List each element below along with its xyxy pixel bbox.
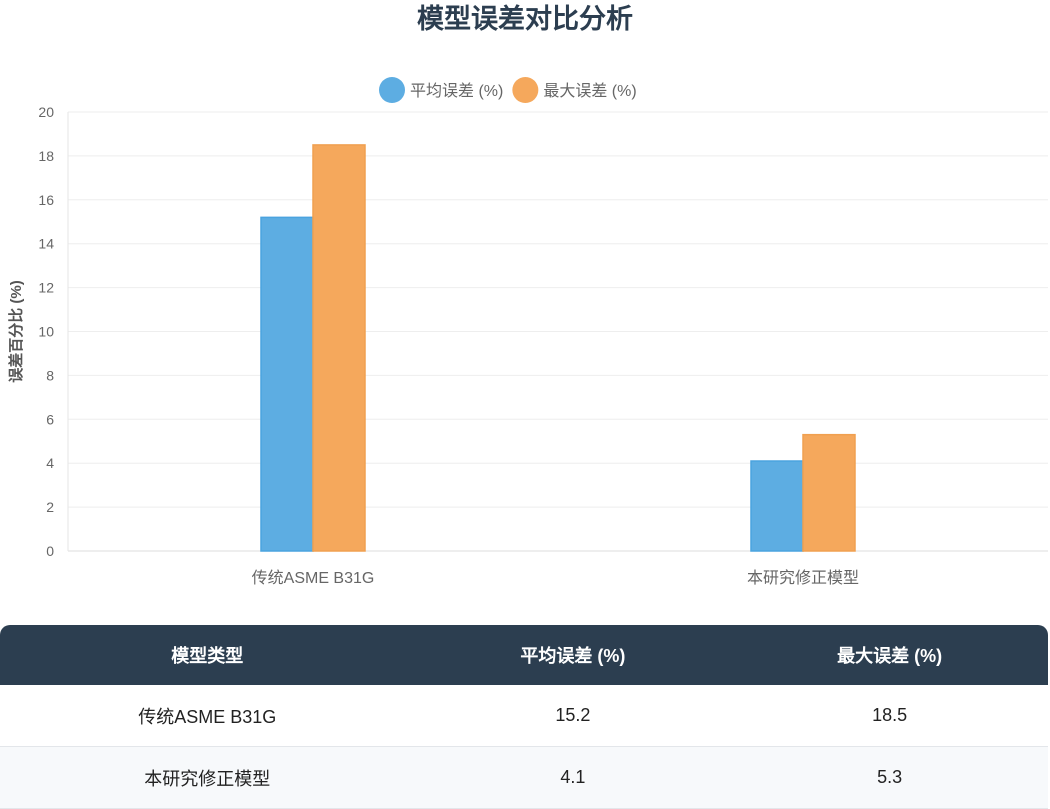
y-tick-label: 4: [46, 455, 54, 471]
y-tick-label: 14: [38, 236, 54, 252]
table-cell: 传统ASME B31G: [0, 685, 415, 747]
bar-max: [312, 144, 366, 552]
y-tick-label: 18: [38, 148, 54, 164]
x-tick-label: 传统ASME B31G: [252, 569, 375, 587]
table-cell: 15.2: [414, 685, 732, 747]
table-row: 传统ASME B31G 15.2 18.5: [0, 685, 1048, 747]
chart-title: 模型误差对比分析: [417, 4, 633, 34]
x-tick-label: 本研究修正模型: [747, 569, 859, 587]
y-tick-label: 12: [38, 280, 54, 296]
y-tick-label: 8: [46, 367, 54, 383]
table-cell: 18.5: [731, 685, 1048, 747]
y-tick-label: 0: [46, 543, 54, 559]
table-cell: 4.1: [414, 746, 732, 809]
legend-swatch: [512, 77, 539, 103]
table-cell: 本研究修正模型: [0, 746, 415, 809]
y-tick-label: 16: [38, 192, 54, 208]
bar-max: [802, 433, 856, 552]
table-header: 平均误差 (%): [414, 625, 732, 685]
y-tick-label: 6: [46, 411, 54, 427]
y-tick-label: 20: [38, 104, 54, 120]
y-axis-label: 误差百分比 (%): [7, 280, 25, 383]
y-tick-label: 2: [46, 499, 54, 515]
table-cell: 5.3: [731, 746, 1048, 809]
y-tick-label: 10: [38, 324, 54, 340]
legend-swatch: [379, 77, 405, 103]
table-row: 本研究修正模型 4.1 5.3: [0, 746, 1048, 809]
bar-avg: [260, 216, 314, 552]
bar-chart: 0 2 4 6 8 10 12 14 16 18 20 误差百分比 (%) 传统ASME B31G 本研究…: [7, 77, 1048, 587]
table-header: 模型类型: [0, 625, 415, 685]
legend-label: 平均误差 (%): [410, 82, 503, 100]
bar-avg: [750, 460, 804, 552]
table-header: 最大误差 (%): [731, 625, 1048, 685]
error-table: 模型类型 平均误差 (%) 最大误差 (%) 传统ASME B31G 15.2 …: [0, 625, 1048, 809]
legend-label: 最大误差 (%): [543, 82, 636, 100]
